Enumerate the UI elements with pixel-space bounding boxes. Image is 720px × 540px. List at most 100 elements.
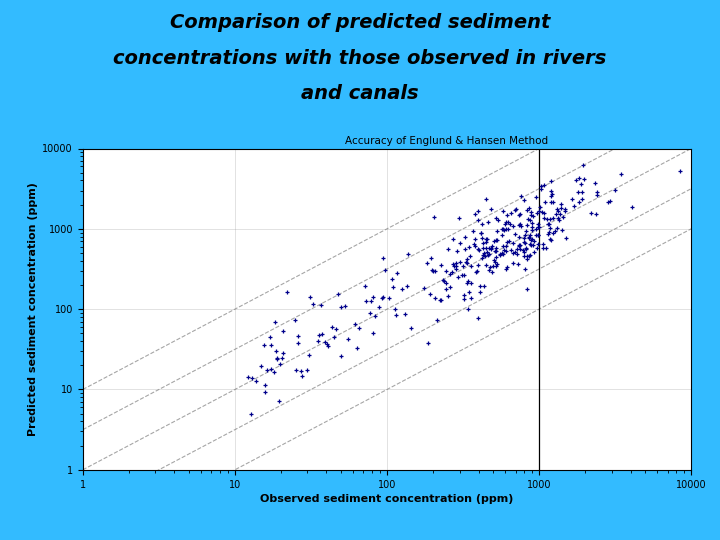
Point [467,226,479,235]
Point [480,261,491,269]
Point [447,235,459,244]
Point [577,160,589,169]
Point [458,271,469,279]
Point [539,214,550,222]
Point [532,231,544,240]
Point [453,214,464,222]
Point [462,304,473,313]
Point [379,265,391,274]
Point [508,249,519,258]
Point [330,325,342,333]
Point [518,247,530,256]
Point [494,249,505,258]
Point [441,279,452,287]
Point [452,273,464,281]
Point [436,261,447,269]
Point [464,251,476,260]
Point [531,209,543,218]
Point [521,206,533,214]
Point [442,292,454,301]
Point [521,226,532,235]
Point [534,207,545,215]
Point [364,309,376,318]
Point [496,225,508,234]
Point [274,397,285,406]
Point [485,244,496,253]
Point [448,260,459,268]
Point [539,198,551,206]
Point [450,259,462,267]
Point [471,268,482,276]
Point [518,234,529,242]
Point [577,174,589,183]
Point [535,185,546,194]
Point [377,292,389,301]
Point [498,246,510,254]
Point [485,205,497,214]
Point [575,180,587,188]
Point [545,191,557,200]
Text: concentrations with those observed in rivers: concentrations with those observed in ri… [113,49,607,68]
Point [302,366,313,375]
Point [559,205,571,214]
Point [573,174,585,183]
Point [498,225,509,234]
Point [590,210,601,218]
Point [428,213,440,222]
Point [478,248,490,257]
Point [531,193,542,202]
Point [554,210,566,218]
Point [274,360,286,369]
Point [367,328,379,337]
Point [487,262,499,271]
Point [492,216,504,225]
Point [402,250,413,259]
Point [446,268,457,276]
Point [390,310,402,319]
Point [520,264,531,273]
Point [265,341,276,349]
Point [505,219,516,228]
Point [573,198,585,207]
Point [271,353,283,362]
Point [469,242,480,251]
Point [503,217,514,226]
Point [522,215,534,224]
Point [518,238,529,246]
Point [480,194,492,203]
Point [490,235,502,244]
Point [531,225,542,233]
Point [485,245,497,253]
Point [508,259,519,267]
Point [396,285,408,293]
Point [316,301,328,309]
Point [545,198,557,206]
Point [487,242,498,251]
Point [339,301,351,310]
Point [483,249,495,258]
Point [549,227,561,235]
Point [552,206,563,215]
Point [585,208,597,217]
Point [591,191,603,199]
Point [477,239,489,248]
Point [500,217,512,226]
Point [490,253,501,261]
X-axis label: Observed sediment concentration (ppm): Observed sediment concentration (ppm) [261,494,513,504]
Point [354,324,365,333]
Point [515,245,526,253]
Point [525,211,536,219]
Point [271,347,282,356]
Point [477,253,488,262]
Point [543,219,554,228]
Point [456,271,467,279]
Point [429,294,441,302]
Point [546,235,557,244]
Point [312,330,324,339]
Point [361,296,372,305]
Point [462,277,473,286]
Point [468,239,480,248]
Point [521,285,532,293]
Point [473,246,485,254]
Point [497,249,508,258]
